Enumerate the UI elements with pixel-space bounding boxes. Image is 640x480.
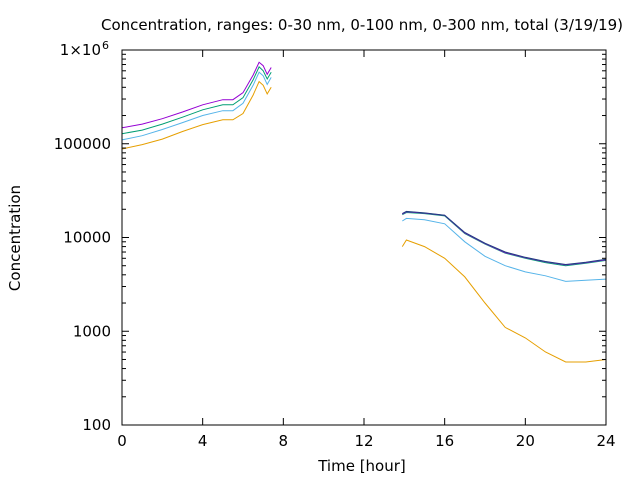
series-4-segment-1 (121, 61, 272, 129)
series-4-segment-2 (402, 211, 607, 266)
series-2-segment-2 (402, 217, 607, 282)
y-tick-label: 1×10 (60, 41, 101, 59)
y-tick-label: 10000 (63, 229, 111, 247)
x-tick-label: 24 (596, 432, 615, 450)
y-tick-label: 100000 (54, 135, 111, 153)
x-tick-labels: 0 4 8 12 16 20 24 (117, 432, 615, 450)
ticks-layer (121, 49, 607, 426)
x-tick-label: 0 (117, 432, 127, 450)
x-axis-label: Time [hour] (317, 457, 406, 475)
plot-frame (121, 49, 607, 426)
series-layer (121, 61, 607, 363)
y-tick-exponent: 6 (102, 39, 109, 52)
y-tick-labels: 100 1000 10000 100000 1×10 6 (54, 39, 111, 434)
y-tick-label: 1000 (73, 322, 111, 340)
series-3-segment-2 (402, 211, 607, 267)
series-1-segment-1 (121, 80, 272, 150)
series-2-segment-1 (121, 71, 272, 141)
x-tick-label: 12 (354, 432, 373, 450)
series-5-segment-1 (402, 210, 607, 266)
y-axis-label: Concentration (6, 185, 24, 291)
x-tick-label: 8 (279, 432, 289, 450)
chart-title: Concentration, ranges: 0-30 nm, 0-100 nm… (101, 16, 623, 34)
x-tick-label: 4 (198, 432, 208, 450)
x-tick-label: 16 (435, 432, 454, 450)
series-1-segment-2 (401, 239, 607, 363)
series-3-segment-1 (121, 66, 272, 135)
y-tick-label: 100 (82, 416, 111, 434)
x-tick-label: 20 (516, 432, 535, 450)
